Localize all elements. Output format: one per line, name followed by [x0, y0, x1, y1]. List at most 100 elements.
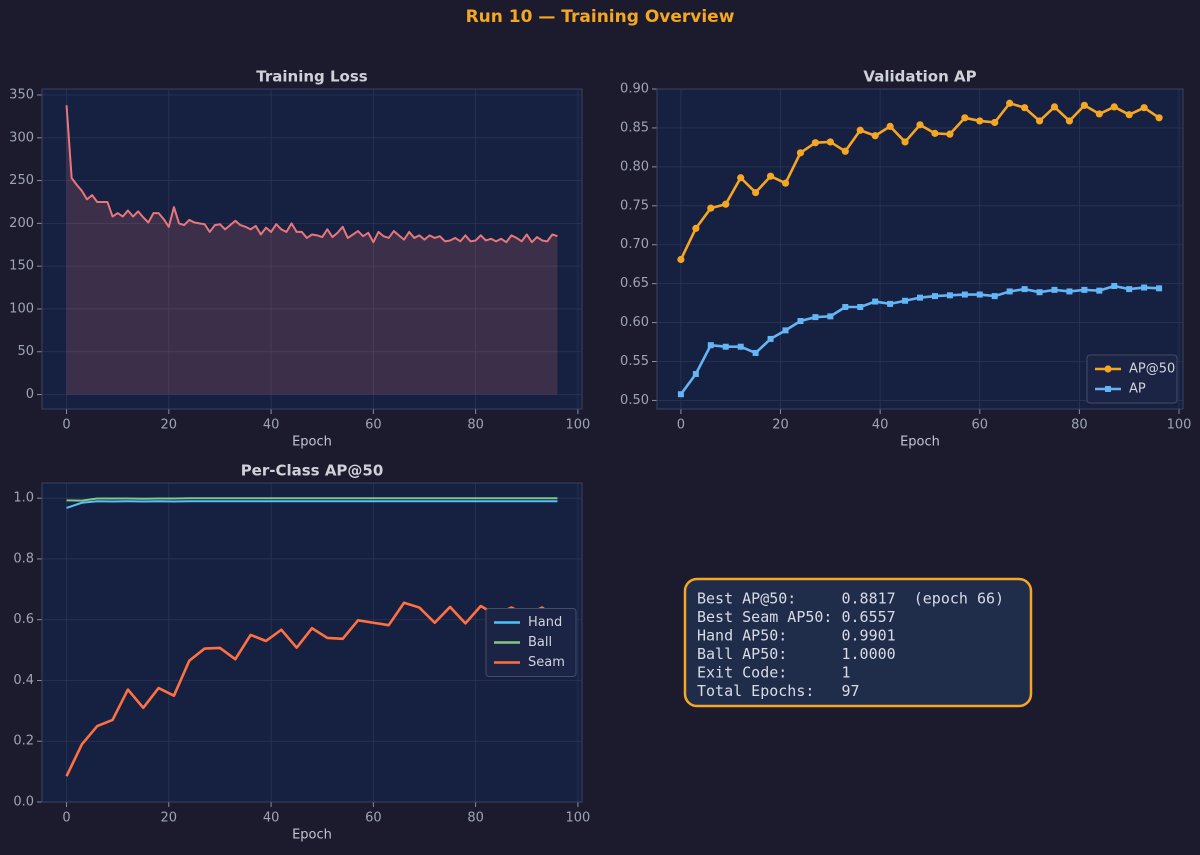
area — [66, 105, 558, 395]
chart-title: Training Loss — [256, 68, 367, 86]
y-tick-label: 0.80 — [620, 159, 649, 174]
marker — [1140, 104, 1148, 112]
marker — [931, 129, 939, 137]
marker — [887, 300, 894, 307]
marker — [1126, 286, 1133, 293]
marker — [1111, 282, 1118, 289]
y-tick-label: 50 — [17, 344, 34, 359]
marker — [1080, 101, 1088, 109]
y-tick-label: 0.8 — [13, 551, 34, 566]
x-tick-label: 80 — [467, 418, 484, 433]
marker — [991, 293, 998, 300]
marker — [796, 149, 805, 157]
info-line: Best Seam AP50: 0.6557 — [697, 608, 896, 626]
marker — [1095, 110, 1103, 118]
marker — [991, 118, 999, 127]
axes-frame — [41, 482, 583, 803]
marker — [692, 224, 700, 232]
marker — [707, 204, 715, 212]
marker — [1021, 104, 1029, 112]
legend-box — [485, 608, 577, 677]
marker — [1155, 114, 1163, 122]
y-tick-label: 0.70 — [620, 237, 649, 252]
x-tick-label: 40 — [263, 418, 280, 433]
marker — [946, 292, 953, 299]
marker — [1066, 288, 1073, 295]
y-tick-label: 100 — [9, 301, 34, 316]
y-tick-label: 0 — [26, 387, 34, 402]
x-tick-label: 0 — [62, 418, 70, 433]
y-tick-label: 0.4 — [13, 673, 34, 688]
x-tick-label: 80 — [1071, 418, 1088, 433]
info-line: Exit Code: 1 — [697, 664, 851, 682]
marker — [931, 293, 938, 300]
marker — [752, 349, 759, 356]
y-tick-label: 350 — [9, 87, 34, 102]
marker — [1051, 286, 1058, 293]
marker — [752, 188, 760, 197]
marker — [886, 122, 894, 130]
marker — [976, 117, 984, 125]
legend-marker — [1105, 386, 1111, 392]
info-box — [683, 577, 1033, 708]
marker — [1006, 288, 1013, 295]
x-tick-label: 20 — [161, 418, 178, 433]
marker — [917, 294, 923, 301]
marker — [1096, 287, 1103, 294]
marker — [961, 291, 968, 298]
marker — [1050, 103, 1059, 111]
y-tick-label: 0.50 — [620, 393, 649, 408]
marker — [677, 255, 685, 264]
marker — [871, 132, 879, 140]
y-tick-label: 0.2 — [13, 734, 34, 749]
y-tick-label: 0.0 — [13, 795, 34, 810]
marker — [1125, 111, 1133, 119]
line — [65, 105, 558, 244]
y-tick-label: 0.55 — [620, 354, 649, 369]
x-axis-label: Epoch — [900, 435, 940, 450]
marker — [1035, 117, 1044, 125]
marker — [1110, 103, 1118, 111]
axes-background — [42, 89, 582, 409]
marker — [1156, 285, 1163, 292]
legend-label: Seam — [528, 655, 565, 670]
marker — [677, 391, 684, 398]
x-tick-label: 0 — [62, 811, 70, 826]
marker — [797, 318, 804, 325]
marker — [826, 138, 834, 146]
marker — [1065, 117, 1074, 125]
info-line: Best AP@50: 0.8817 (epoch 66) — [697, 590, 1004, 608]
marker — [1081, 286, 1088, 293]
x-tick-label: 40 — [872, 418, 889, 433]
legend-label: Hand — [528, 615, 562, 630]
y-tick-label: 0.6 — [13, 612, 34, 627]
marker — [1021, 286, 1028, 293]
legend-label: AP — [1129, 382, 1146, 397]
marker — [781, 179, 790, 187]
x-axis-label: Epoch — [292, 828, 332, 843]
marker — [1006, 99, 1014, 107]
marker — [1036, 289, 1043, 296]
marker — [916, 121, 924, 129]
x-tick-label: 60 — [365, 418, 382, 433]
figure-title: Run 10 — Training Overview — [466, 7, 735, 27]
marker — [811, 139, 819, 147]
info-line: Hand AP50: 0.9901 — [697, 627, 896, 645]
legend-marker — [1104, 365, 1112, 373]
y-tick-label: 0.85 — [620, 120, 649, 135]
info-line: Ball AP50: 1.0000 — [697, 645, 896, 663]
marker — [902, 297, 909, 304]
line — [66, 500, 558, 509]
y-tick-label: 200 — [9, 216, 34, 231]
x-tick-label: 100 — [1167, 418, 1192, 433]
marker — [722, 200, 730, 208]
marker — [842, 304, 849, 311]
marker — [872, 298, 879, 305]
x-tick-label: 80 — [467, 811, 484, 826]
marker — [946, 130, 954, 138]
marker — [857, 304, 864, 311]
marker — [707, 342, 714, 349]
marker — [782, 327, 789, 334]
marker — [827, 313, 834, 320]
